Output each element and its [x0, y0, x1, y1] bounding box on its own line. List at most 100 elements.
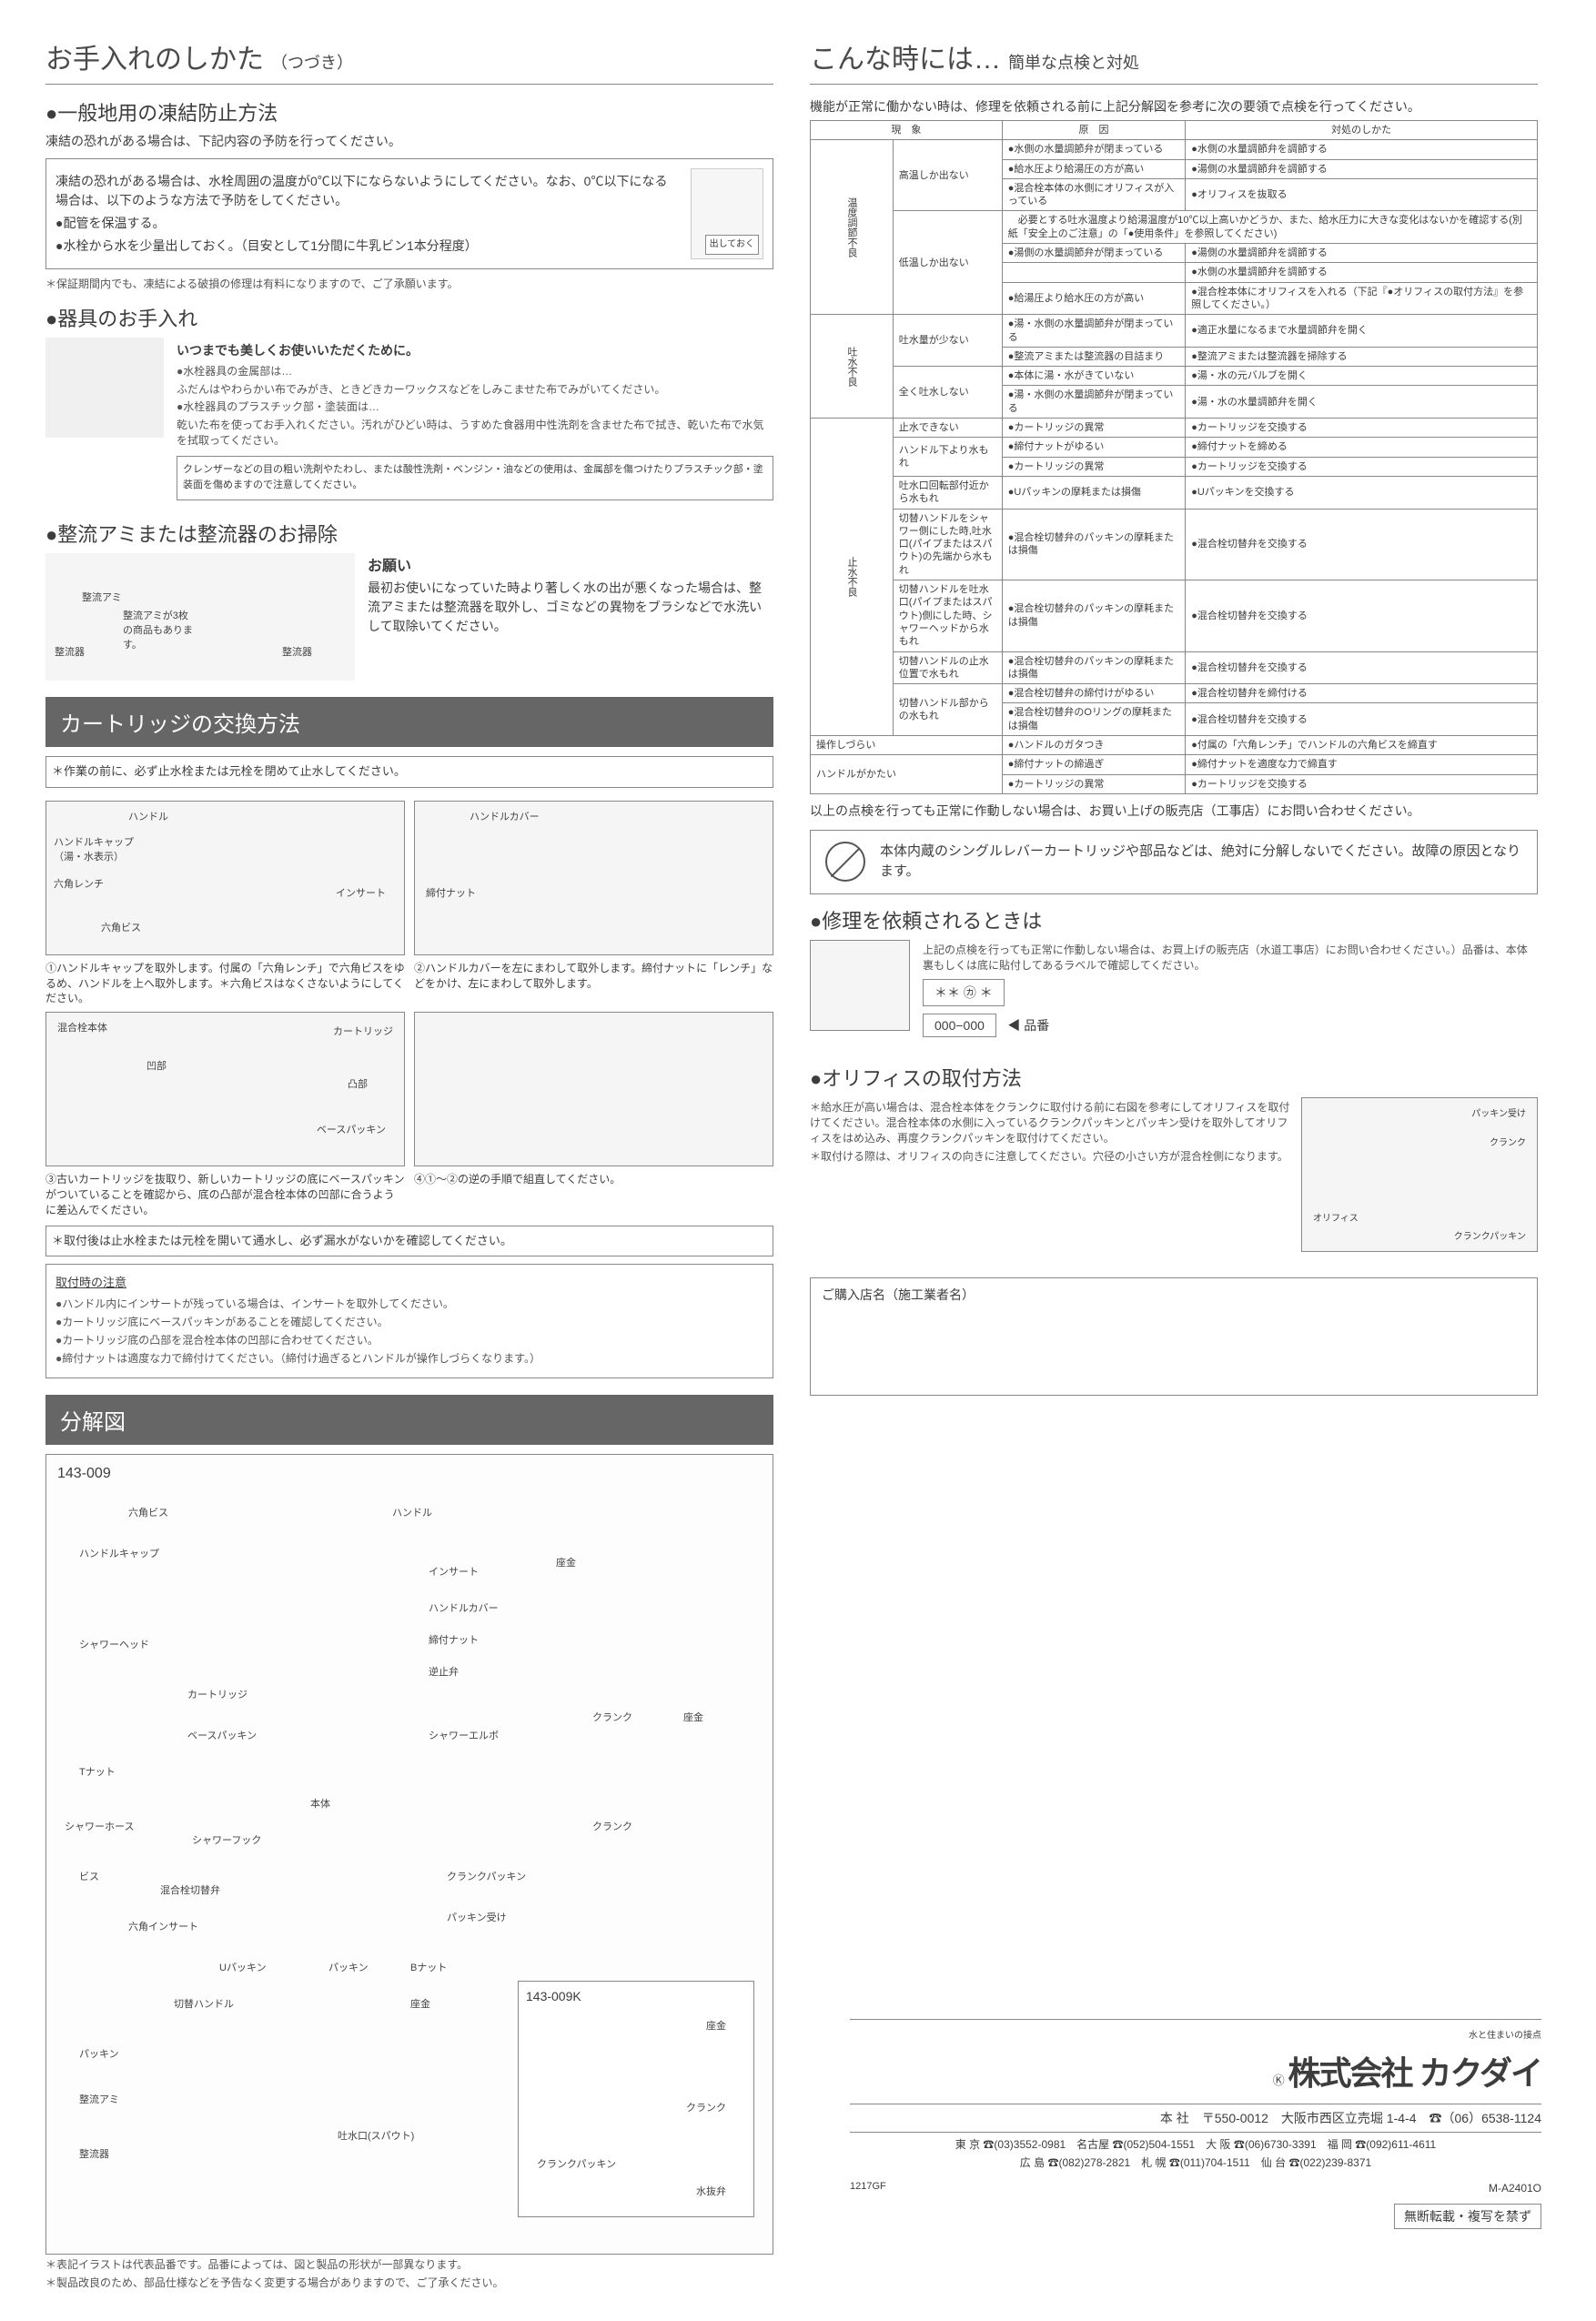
fix-cell: ●湯側の水量調節弁を調節する [1186, 244, 1538, 263]
filter-heading: 整流アミまたは整流器のお掃除 [45, 519, 773, 548]
filter-label-0: 整流アミ [82, 590, 122, 604]
p-pk3: パッキン [79, 2046, 119, 2061]
cause-cell: ●混合栓切替弁のパッキンの摩耗または損傷 [1002, 651, 1185, 684]
cause-cell: ●給水圧より給湯圧の方が高い [1002, 159, 1185, 178]
p-pkrecv: パッキン受け [447, 1910, 507, 1924]
cause-cell: ●混合栓本体の水側にオリフィスが入っている [1002, 178, 1185, 211]
divider-r [810, 84, 1538, 85]
fix-cell: ●オリフィスを抜取る [1186, 178, 1538, 211]
symptom-cell: 低温しか出ない [893, 211, 1002, 315]
p-cartridge: カートリッジ [187, 1687, 247, 1701]
label-illustration [810, 940, 910, 1031]
fix-cell: ●湯・水の水量調節弁を開く [1186, 386, 1538, 419]
care-b0-text: ふだんはやわらかい布でみがき、ときどきカーワックスなどをしみこませた布でみがいて… [177, 382, 773, 398]
symptom-cell: 全く吐水しない [893, 367, 1002, 419]
fix-cell: ●整流アミまたは整流器を掃除する [1186, 347, 1538, 366]
symptom-cell: 止水できない [893, 419, 1002, 438]
p-washer1: 座金 [556, 1555, 576, 1569]
cartridge-pre: ＊作業の前に、必ず止水栓または元栓を閉めて止水してください。 [45, 756, 773, 788]
fix-cell: ●混合栓切替弁を交換する [1186, 580, 1538, 651]
care-title: お手入れのしかた （つづき） [45, 36, 773, 76]
trouble-main: こんな時には… [810, 36, 1001, 76]
p-hexinsert: 六角インサート [128, 1919, 198, 1933]
symptom-cell: 切替ハンドルを吐水口(パイプまたはスパウト)側にした時、シャワーヘッドから水もれ [893, 580, 1002, 651]
cause-cell: ●湯・水側の水量調節弁が閉まっている [1002, 386, 1185, 419]
care-lead: いつまでも美しくお使いいただくために。 [177, 341, 773, 360]
footer: 水と住まいの接点 Ⓚ 株式会社 カクダイ 本 社 〒550-0012 大阪市西区… [850, 2019, 1541, 2229]
code-arrow: ◀ 品番 [1007, 1018, 1049, 1033]
notice-title: 取付時の注意 [56, 1274, 763, 1293]
step3-cartridge: カートリッジ [333, 1024, 393, 1038]
ins-drain: 水抜弁 [696, 2184, 726, 2198]
care-b0-title: ●水栓器具の金属部は… [177, 364, 773, 379]
left-column: お手入れのしかた （つづき） 一般地用の凍結防止方法 凍結の恐れがある場合は、下… [45, 36, 773, 2294]
step-2-caption: ②ハンドルカバーを左にまわして取外します。締付ナットに「レンチ」などをかけ、左に… [414, 961, 773, 992]
fix-cell: ●混合栓切替弁を締付ける [1186, 684, 1538, 703]
cartridge-post: ＊取付後は止水栓または元栓を開いて通水し、必ず漏水がないかを確認してください。 [45, 1226, 773, 1257]
p-washer3: 座金 [410, 1996, 430, 2011]
orifice-illustration: パッキン受け クランク オリフィス クランクパッキン [1301, 1097, 1538, 1252]
symptom-cell: 吐水口回転部付近から水もれ [893, 476, 1002, 509]
trouble-lead: 機能が正常に働かない時は、修理を依頼される前に上記分解図を参考に次の要領で点検を… [810, 97, 1538, 116]
cause-cell: ●ハンドルのガタつき [1002, 735, 1185, 754]
symptom-cell: 切替ハンドル部からの水もれ [893, 684, 1002, 736]
fix-cell: ●締付ナットを適度な力で締直す [1186, 755, 1538, 774]
code-top: ＊＊ ㋕ ＊ [923, 979, 1005, 1006]
step3-base: ベースパッキン [317, 1122, 386, 1136]
freeze-line-0: 凍結の恐れがある場合は、水栓周囲の温度が0℃以下にならないようにしてください。な… [56, 172, 672, 210]
freeze-box: 凍結の恐れがある場合は、水栓周囲の温度が0℃以下にならないようにしてください。な… [45, 158, 773, 269]
th-fix: 対処のしかた [1186, 121, 1538, 140]
ask-text: 最初お使いになっていた時より著しく水の出が悪くなった場合は、整流アミまたは整流器… [368, 579, 773, 636]
ins-crankpk: クランクパッキン [537, 2156, 616, 2171]
step1-wrench: 六角レンチ [54, 876, 104, 891]
care-b1-title: ●水栓器具のプラスチック部・塗装面は… [177, 399, 773, 415]
p-cover: ハンドルカバー [429, 1600, 499, 1615]
warn-box: 本体内蔵のシングルレバーカートリッジや部品などは、絶対に分解しないでください。故… [810, 830, 1538, 894]
p-cap: ハンドルキャップ [79, 1546, 159, 1560]
group-label: 吐水不良 [811, 315, 894, 419]
filter-label-1: 整流器 [55, 644, 85, 659]
p-hose: シャワーホース [65, 1819, 134, 1833]
freeze-line-2: ●水栓から水を少量出しておく。（目安として1分間に牛乳ビン1本分程度） [56, 237, 672, 256]
fix-cell: ●混合栓本体にオリフィスを入れる（下記『●オリフィスの取付方法』を参照してくださ… [1186, 282, 1538, 315]
freeze-note: ＊保証期間内でも、凍結による破損の修理は有料になりますので、ご了承願います。 [45, 277, 773, 292]
fix-cell: ●付属の「六角レンチ」でハンドルの六角ビスを締直す [1186, 735, 1538, 754]
p-check: 逆止弁 [429, 1664, 459, 1679]
p-hexscrew: 六角ビス [128, 1505, 168, 1519]
cause-cell: ●混合栓切替弁の締付けがゆるい [1002, 684, 1185, 703]
notice-3: ●締付ナットは適度な力で締付けてください。（締付け過ぎるとハンドルが操作しづらく… [56, 1351, 763, 1367]
step1-screw: 六角ビス [101, 920, 141, 934]
fix-cell: ●Uパッキンを交換する [1186, 476, 1538, 509]
p-washer2: 座金 [683, 1710, 703, 1724]
ol-0: パッキン受け [1471, 1105, 1526, 1119]
th-cause: 原 因 [1002, 121, 1185, 140]
divider [45, 84, 773, 85]
symptom-cell: 操作しづらい [811, 735, 1003, 754]
print-code: 1217GF [850, 2179, 886, 2229]
fix-cell: ●水側の水量調節弁を調節する [1186, 263, 1538, 282]
group-label: 止水不良 [811, 419, 894, 736]
ins-washer: 座金 [706, 2018, 726, 2033]
freeze-lead: 凍結の恐れがある場合は、下記内容の予防を行ってください。 [45, 132, 773, 151]
cause-cell: ●湯・水側の水量調節弁が閉まっている [1002, 315, 1185, 348]
cause-cell [1002, 263, 1185, 282]
group-label: 温度調節不良 [811, 140, 894, 315]
cause-cell: ●水側の水量調節弁が閉まっている [1002, 140, 1185, 159]
exploded-bar: 分解図 [45, 1395, 773, 1445]
p-bnut: Bナット [410, 1960, 447, 1974]
th-sym: 現 象 [811, 121, 1003, 140]
step1-cap: ハンドルキャップ（湯・水表示） [54, 834, 136, 863]
step2-cover: ハンドルカバー [470, 809, 540, 823]
right-column: こんな時には… 簡単な点検と対処 機能が正常に働かない時は、修理を依頼される前に… [810, 36, 1538, 2294]
fix-cell: ●混合栓切替弁を交換する [1186, 651, 1538, 684]
p-upk: Uパッキン [219, 1960, 267, 1974]
p-showerhead: シャワーヘッド [79, 1637, 149, 1651]
cause-cell: ●整流アミまたは整流器の目詰まり [1002, 347, 1185, 366]
ol-2: オリフィス [1313, 1210, 1359, 1224]
symptom-cell: 切替ハンドルの止水位置で水もれ [893, 651, 1002, 684]
fix-cell: ●締付ナットを締める [1186, 438, 1538, 457]
cause-cell: ●締付ナットがゆるい [1002, 438, 1185, 457]
company-logo: 株式会社 カクダイ [1288, 2054, 1541, 2092]
trouble-suffix: 簡単な点検と対処 [1008, 50, 1139, 74]
p-crank1: クランク [592, 1710, 632, 1724]
